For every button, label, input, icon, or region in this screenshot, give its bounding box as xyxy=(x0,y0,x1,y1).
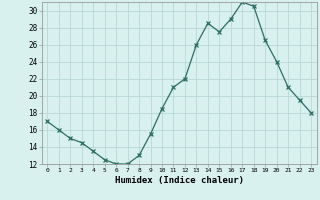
X-axis label: Humidex (Indice chaleur): Humidex (Indice chaleur) xyxy=(115,176,244,185)
